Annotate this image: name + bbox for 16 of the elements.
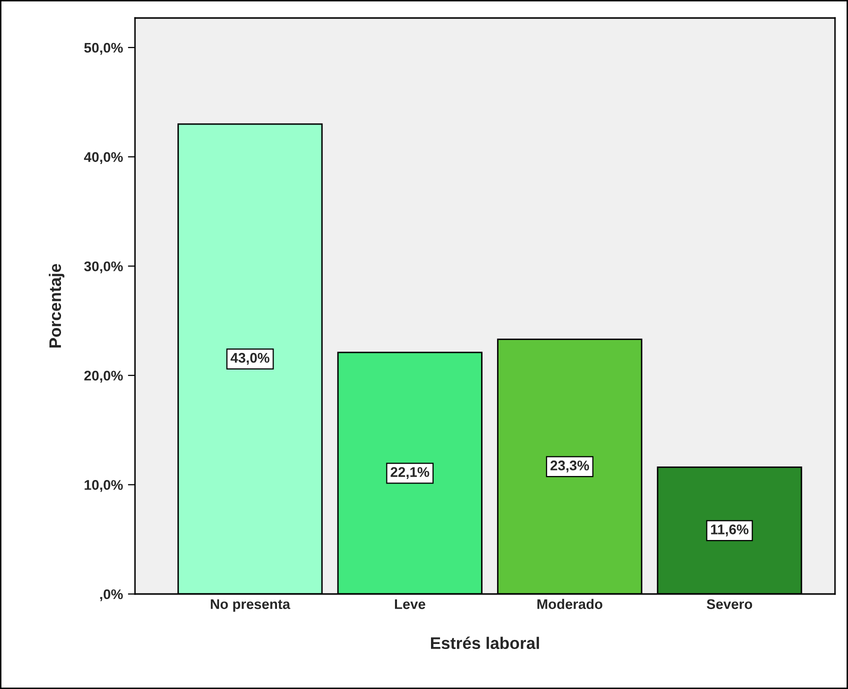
x-tick-label: Leve [394,599,426,610]
x-tick-label: Severo [706,599,752,610]
x-tick-label: No presenta [210,599,290,612]
data-label: 22,1% [390,467,430,479]
x-axis-title: Estrés laboral [431,636,539,650]
y-tick-label: 50,0% [84,42,123,55]
y-tick-label: 20,0% [84,370,123,383]
y-tick-label: 30,0% [84,261,123,274]
y-tick-label: 40,0% [84,152,123,164]
y-axis-title: Porcentaje [48,264,64,348]
data-label: 23,3% [550,460,590,472]
data-label: 11,6% [711,524,748,536]
y-tick-label: 10,0% [84,480,123,492]
y-tick-label: ,0% [100,589,123,602]
data-label: 43,0% [230,352,270,365]
x-tick-label: Moderado [537,598,602,610]
